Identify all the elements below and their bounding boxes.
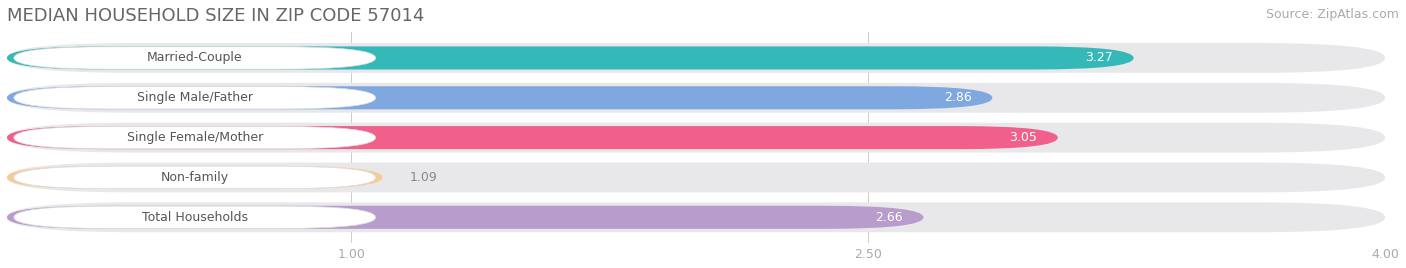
Text: MEDIAN HOUSEHOLD SIZE IN ZIP CODE 57014: MEDIAN HOUSEHOLD SIZE IN ZIP CODE 57014: [7, 7, 425, 25]
Text: 3.05: 3.05: [1010, 131, 1038, 144]
Text: Married-Couple: Married-Couple: [146, 51, 242, 64]
Text: Single Male/Father: Single Male/Father: [136, 91, 253, 104]
FancyBboxPatch shape: [7, 126, 1057, 149]
FancyBboxPatch shape: [7, 46, 1133, 69]
Text: Non-family: Non-family: [160, 171, 229, 184]
FancyBboxPatch shape: [7, 162, 1385, 192]
FancyBboxPatch shape: [7, 202, 1385, 232]
FancyBboxPatch shape: [7, 166, 382, 189]
FancyBboxPatch shape: [7, 83, 1385, 113]
FancyBboxPatch shape: [7, 86, 993, 109]
FancyBboxPatch shape: [14, 47, 375, 69]
Text: 1.09: 1.09: [411, 171, 437, 184]
FancyBboxPatch shape: [7, 43, 1385, 73]
Text: 2.66: 2.66: [875, 211, 903, 224]
Text: Total Households: Total Households: [142, 211, 247, 224]
Text: 2.86: 2.86: [943, 91, 972, 104]
FancyBboxPatch shape: [14, 166, 375, 189]
FancyBboxPatch shape: [14, 87, 375, 109]
Text: Single Female/Mother: Single Female/Mother: [127, 131, 263, 144]
FancyBboxPatch shape: [14, 126, 375, 149]
Text: 3.27: 3.27: [1085, 51, 1114, 64]
Text: Source: ZipAtlas.com: Source: ZipAtlas.com: [1265, 8, 1399, 21]
FancyBboxPatch shape: [7, 206, 924, 229]
FancyBboxPatch shape: [14, 206, 375, 229]
FancyBboxPatch shape: [7, 123, 1385, 152]
